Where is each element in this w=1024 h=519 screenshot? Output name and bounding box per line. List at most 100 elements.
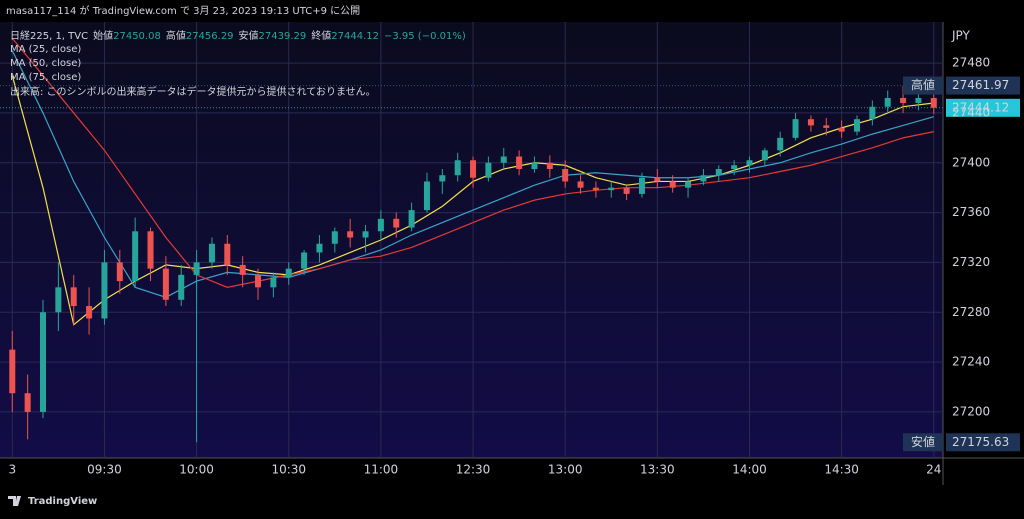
candle-body [746,160,753,166]
open-label: 始値 [93,29,113,42]
candle-body [838,127,845,132]
last-price-box [946,98,1020,117]
ma-line [11,37,934,288]
candle-body [347,231,354,238]
x-tick-label: 09:30 [87,463,122,477]
x-tick-label: 13:30 [640,463,675,477]
y-tick-label: 27200 [952,404,990,418]
high-value: 27456.29 [186,31,234,42]
x-tick-label: 14:30 [824,463,859,477]
high-price: 27461.97 [952,78,1009,92]
candle-body [86,306,93,319]
candle-body [178,274,185,300]
low-price-box [946,433,1020,452]
x-tick-label: 10:30 [271,463,306,477]
candle-body [900,97,907,103]
candle-body [592,187,599,191]
candle-body [853,119,860,132]
candle-body [807,119,814,126]
candle-body [40,312,47,412]
low-label: 安値 [239,29,259,42]
candle-body [70,287,77,307]
x-tick-label: 14:00 [732,463,767,477]
close-label: 終値 [311,29,331,42]
symbol: 日経225, 1, TVC [10,29,88,42]
candle-body [546,162,553,169]
candle-body [608,187,615,191]
plot-area [0,22,943,458]
candle-body [316,243,323,253]
candle-body [301,252,308,269]
candle-body [331,231,338,244]
high-price-box [946,76,1020,95]
candle-body [654,177,661,182]
low-value: 27439.29 [259,31,307,42]
candle-body [884,97,891,107]
candle-body [562,168,569,182]
currency: JPY [951,29,971,43]
candle-body [9,349,16,394]
y-tick-label: 27240 [952,355,990,369]
x-tick-label: 11:00 [364,463,399,477]
legend-symbol: 日経225, 1, TVC 始値27450.08 高値27456.29 安値27439… [10,29,466,42]
candle-body [792,119,799,138]
candle-body [470,160,477,178]
y-tick-label: 27480 [952,56,990,70]
candle-body [193,262,200,275]
candle-body [700,175,707,182]
published-note: masa117_114 が TradingView.com で 3月 23, 2… [6,4,360,17]
high-tag-box [903,76,943,95]
x-tick-label: 10:00 [179,463,214,477]
candle-body [869,106,876,120]
candle-body [132,231,139,282]
ma-legend: MA (75, close) [10,72,81,83]
candle-body [239,264,246,275]
close-value: 27444.12 [331,31,379,42]
candle-body [408,210,415,228]
x-tick-label: 3 [8,463,16,477]
candle-body [423,181,430,211]
x-tick-label: 12:30 [456,463,491,477]
candle-body [224,243,231,265]
ma-legend: MA (50, close) [10,58,81,69]
candle-body [638,177,645,194]
last-price: 27444.12 [952,100,1009,114]
candle-body [285,268,292,278]
y-tick-label: 27400 [952,155,990,169]
high-label: 高値 [166,29,186,42]
candle-body [255,274,262,288]
candle-body [823,125,830,128]
candle-body [577,181,584,188]
x-tick-label: 24 [926,463,941,477]
brand-logo [8,496,21,506]
candle-body [915,97,922,103]
candle-body [731,165,738,169]
candle-body [24,393,31,412]
y-tick-label: 27440 [952,105,990,119]
open-value: 27450.08 [113,31,161,42]
y-tick-label: 27320 [952,255,990,269]
y-tick-label: 27280 [952,305,990,319]
candle-body [162,268,169,300]
candle-body [393,218,400,228]
candle-body [208,243,215,263]
candle-body [685,181,692,188]
candle-body [362,231,369,238]
low-tag-box [903,433,943,452]
x-tick-label: 13:00 [548,463,583,477]
price-axis [943,22,1024,458]
low-tag: 安値 [911,434,935,449]
candle-body [116,262,123,282]
candle-body [930,97,937,108]
candle-body [500,156,507,163]
candle-body [761,150,768,161]
candle-body [531,162,538,169]
change: −3.95 (−0.01%) [384,31,466,42]
candle-body [485,162,492,178]
candle-body [454,160,461,176]
candle-body [516,156,523,169]
candle-body [377,218,384,232]
ma-legend: MA (25, close) [10,44,81,55]
brand: TradingView [28,496,97,507]
